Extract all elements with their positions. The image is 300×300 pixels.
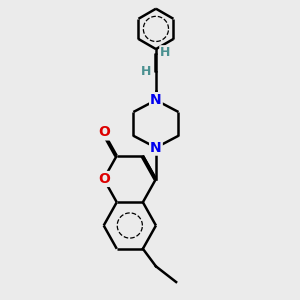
Text: O: O — [98, 125, 109, 140]
Text: H: H — [141, 65, 152, 78]
Text: H: H — [160, 46, 171, 59]
Text: N: N — [150, 141, 162, 154]
Text: N: N — [150, 93, 162, 107]
Text: O: O — [98, 172, 109, 186]
